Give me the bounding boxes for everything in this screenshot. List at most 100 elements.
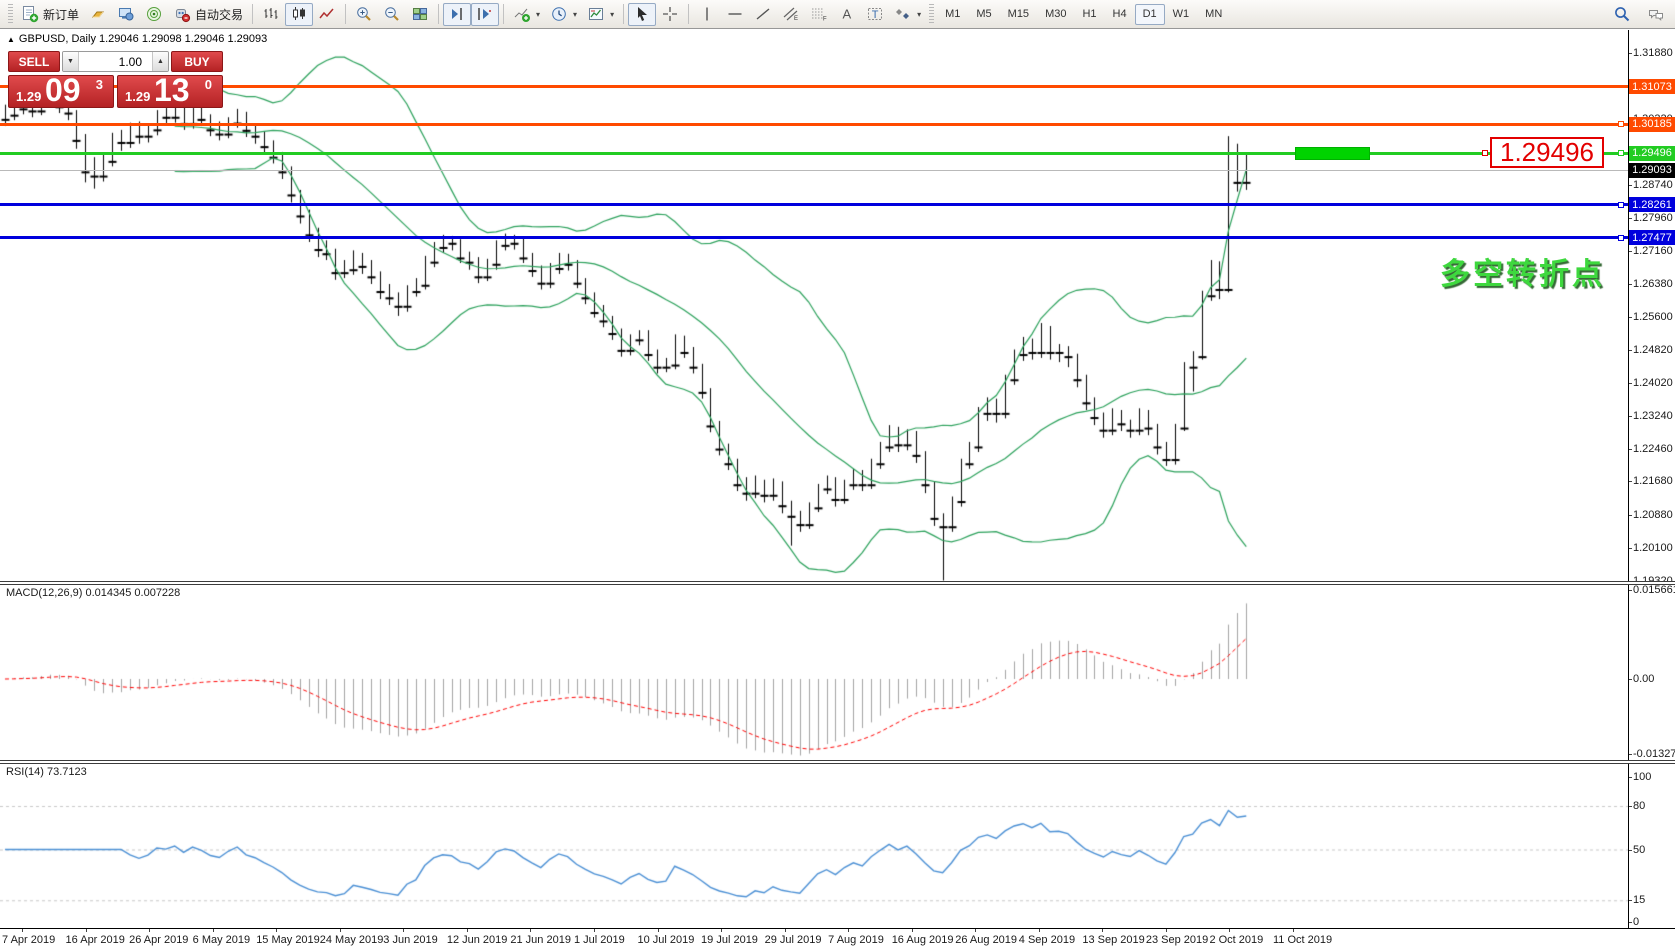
autotrade-button-label: 自动交易	[195, 7, 244, 22]
time-axis-tick	[1165, 929, 1167, 932]
bid-price-button[interactable]: 1.29 09 3	[8, 72, 114, 108]
label-button[interactable]: T	[861, 3, 889, 26]
date-label: 11 Oct 2019	[1273, 934, 1333, 946]
bar-chart-button[interactable]	[257, 3, 285, 26]
zoomin-icon	[355, 5, 373, 23]
time-axis-tick	[848, 929, 850, 932]
timeframe-button-w1[interactable]: W1	[1172, 8, 1190, 20]
auto-scroll-button[interactable]	[471, 2, 500, 26]
sell-button[interactable]: SELL	[8, 51, 60, 72]
indicators-button[interactable]: ▾	[508, 3, 545, 26]
textA-icon: A	[838, 5, 856, 23]
ask-price-button[interactable]: 1.29 13 0	[117, 72, 223, 108]
time-axis-tick	[784, 929, 786, 932]
line-handle[interactable]	[1618, 150, 1624, 157]
cursor-button[interactable]	[628, 2, 657, 26]
macd-pane-splitter[interactable]	[0, 581, 1675, 585]
volume-input[interactable]: 1.00	[118, 54, 142, 69]
templates-button[interactable]: ▾	[582, 3, 619, 26]
time-axis[interactable]: 7 Apr 2019 16 Apr 2019 26 Apr 2019 6 May 20…	[0, 928, 1675, 950]
svg-text:T: T	[872, 9, 879, 21]
date-label: 26 Apr 2019	[129, 934, 189, 946]
volume-decrease-button[interactable]: ▼	[63, 52, 79, 71]
time-axis-tick	[975, 929, 977, 932]
date-label: 7 Apr 2019	[2, 934, 56, 946]
timeframe-button-h4[interactable]: H4	[1112, 8, 1127, 20]
toolbar-separator	[623, 4, 625, 24]
candlestick-chart-button[interactable]	[285, 2, 314, 26]
horizontal-line-object[interactable]	[0, 236, 1628, 240]
time-axis-tick	[22, 929, 23, 932]
chat-button[interactable]	[1642, 3, 1670, 26]
horizontal-line-object[interactable]	[0, 151, 1628, 155]
price-callout-box[interactable]: 1.29496	[1490, 137, 1604, 168]
time-axis-tick	[1293, 929, 1294, 932]
price-chart-canvas[interactable]	[0, 30, 1628, 928]
bid-big-digits: 09	[45, 72, 81, 108]
buy-button[interactable]: BUY	[171, 51, 223, 72]
autotrade-button[interactable]: 自动交易	[168, 3, 248, 26]
text-button[interactable]: A	[833, 3, 861, 26]
timeframe-button-mn[interactable]: MN	[1205, 8, 1223, 20]
toolbar-separator	[252, 4, 254, 24]
timeframe-button-d1[interactable]: D1	[1134, 3, 1165, 25]
time-axis-tick	[1102, 929, 1104, 932]
bid-prefix: 1.29	[16, 89, 42, 104]
crosshair-icon	[661, 5, 679, 23]
zoom-in-button[interactable]	[350, 3, 378, 26]
horizontal-line-button[interactable]	[721, 3, 749, 26]
search-button[interactable]	[1608, 3, 1636, 26]
rsi-axis-tick: 100	[1628, 771, 1675, 783]
zoom-out-button[interactable]	[378, 3, 406, 26]
date-label: 16 Apr 2019	[65, 934, 125, 946]
price-axis[interactable]	[1628, 30, 1629, 928]
search-icon	[1613, 5, 1631, 23]
periods-button[interactable]: ▾	[545, 3, 582, 26]
neworder-icon	[21, 5, 39, 23]
date-label: 21 Jun 2019	[510, 934, 571, 946]
timeframe-button-m5[interactable]: M5	[976, 8, 992, 20]
fibonacci-button[interactable]: F	[805, 3, 833, 26]
crosshair-button[interactable]	[656, 3, 684, 26]
callout-anchor-handle[interactable]	[1482, 150, 1488, 157]
line-handle[interactable]	[1618, 234, 1624, 241]
price-level-label: 1.31073	[1629, 79, 1675, 95]
date-label: 24 May 2019	[319, 934, 384, 946]
chinese-annotation-text[interactable]: 多空转折点	[1440, 258, 1605, 291]
macd-axis-tick: 0.015661	[1628, 584, 1675, 597]
highlight-rectangle-object[interactable]	[1295, 146, 1370, 160]
svg-text:F: F	[823, 17, 827, 23]
textT-icon: T	[866, 5, 884, 23]
arrows-button[interactable]: ▾	[889, 3, 926, 26]
new-order-button[interactable]: 新订单	[16, 3, 84, 26]
one-click-collapse-icon[interactable]: ▲	[7, 35, 15, 44]
timeframe-button-m30[interactable]: M30	[1045, 8, 1067, 20]
signals-button[interactable]	[140, 3, 168, 26]
horizontal-line-object[interactable]	[0, 122, 1628, 126]
date-label: 10 Jul 2019	[637, 934, 695, 946]
trendline-button[interactable]	[749, 3, 777, 26]
channel-button[interactable]: E	[777, 3, 805, 26]
profiles-button[interactable]	[112, 3, 140, 26]
line-handle[interactable]	[1618, 201, 1624, 208]
line-handle[interactable]	[1618, 121, 1624, 128]
line-chart-button[interactable]	[313, 3, 341, 26]
hline-icon	[726, 5, 744, 23]
timeframe-button-m1[interactable]: M1	[945, 8, 961, 20]
rsi-pane-splitter[interactable]	[0, 760, 1675, 764]
arrows-icon	[894, 5, 912, 23]
horizontal-line-object[interactable]	[0, 203, 1628, 207]
volume-increase-button[interactable]: ▲	[152, 52, 168, 71]
vertical-line-button[interactable]	[693, 3, 721, 26]
tile-windows-button[interactable]	[406, 3, 434, 26]
robot-icon	[173, 5, 191, 23]
date-label: 3 Jun 2019	[383, 934, 438, 946]
timeframe-button-h1[interactable]: H1	[1082, 8, 1097, 20]
timeframe-button-m15[interactable]: M15	[1007, 8, 1030, 20]
ask-prefix: 1.29	[125, 89, 151, 104]
one-click-trading-panel: SELL ▼ 1.00 ▲ BUY 1.29 09 3 1.29 13 0	[8, 51, 223, 108]
market-button[interactable]	[84, 3, 112, 26]
toolbar-separator	[688, 4, 690, 24]
horizontal-line-object[interactable]	[0, 85, 1628, 89]
chart-shift-button[interactable]	[443, 2, 472, 26]
